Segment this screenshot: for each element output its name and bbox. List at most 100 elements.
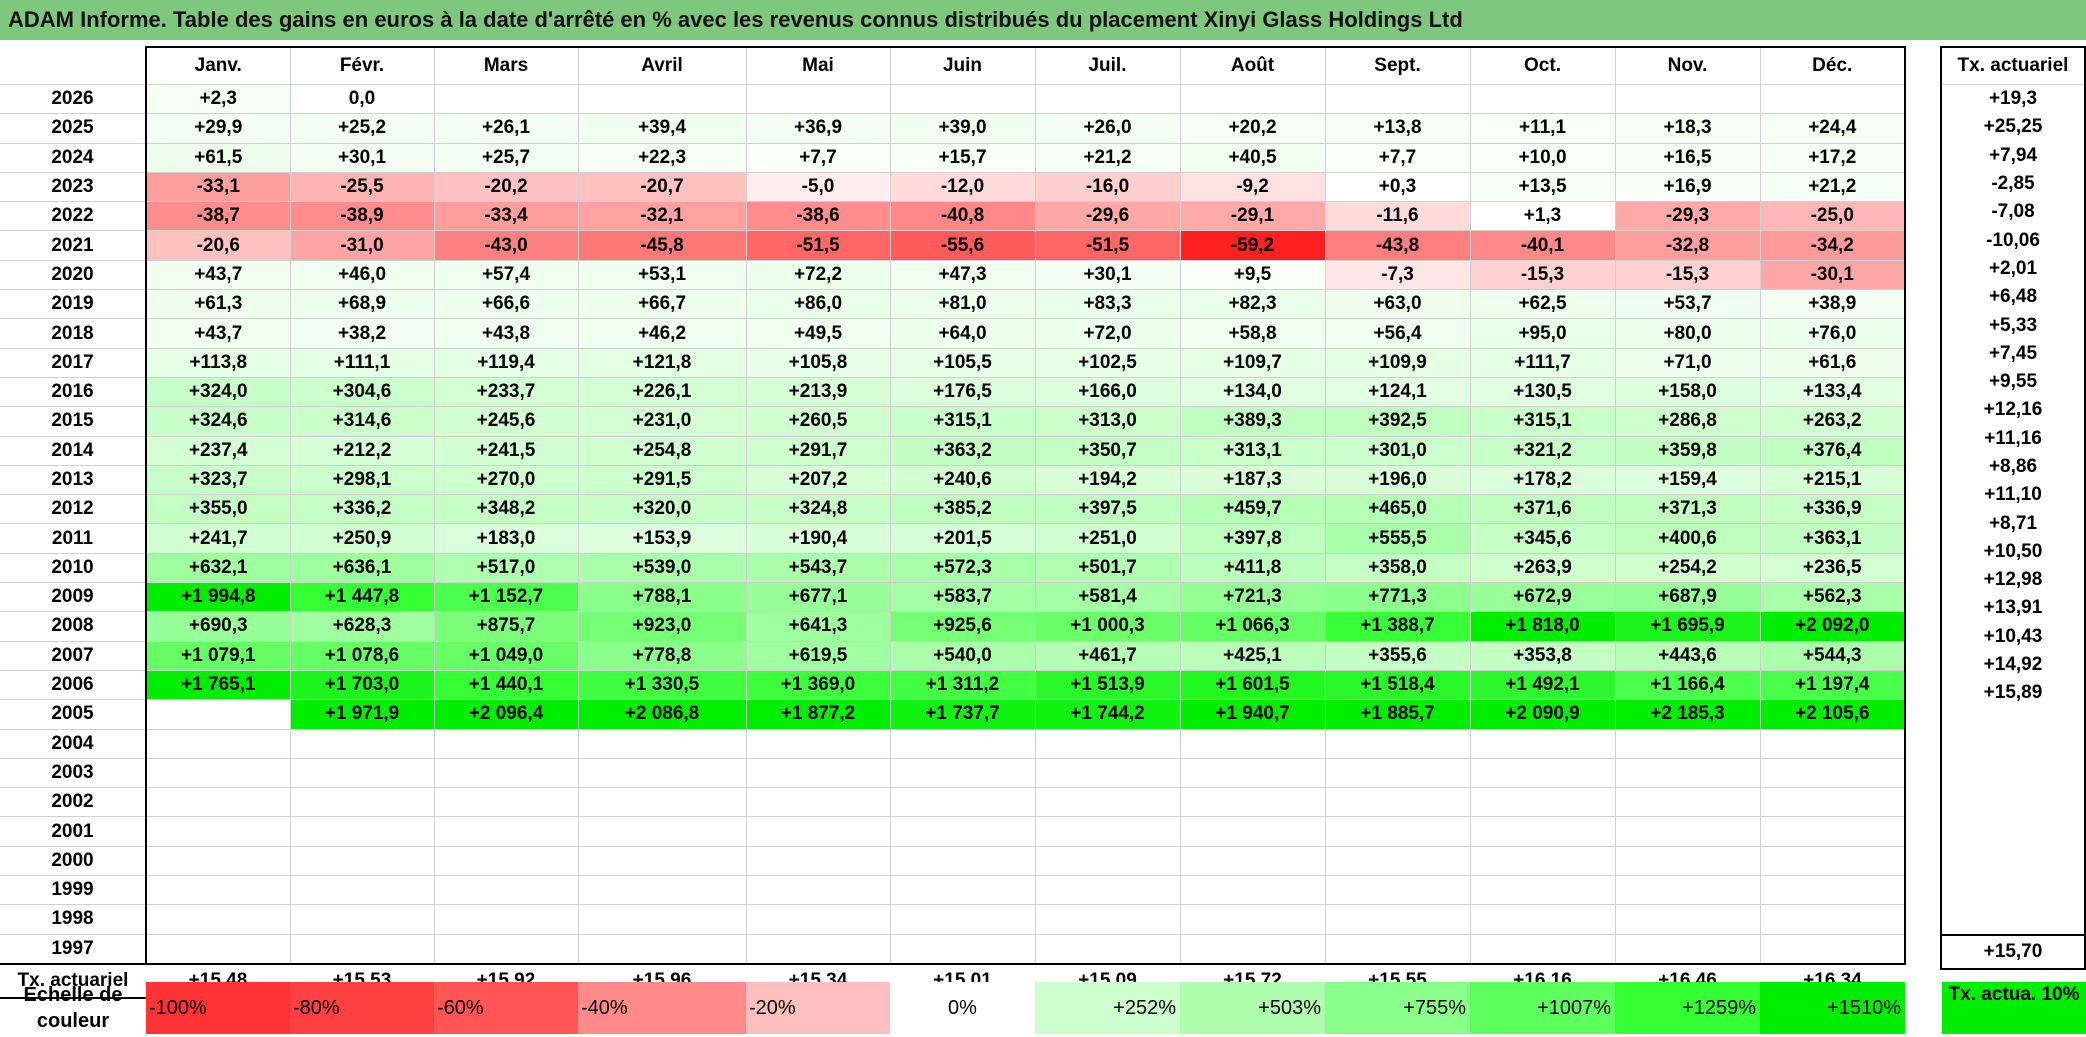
rate-cell: +6,48 [1940, 283, 2086, 312]
gain-cell [1759, 933, 1906, 965]
gain-cell: +64,0 [889, 318, 1036, 349]
rate-cell: +12,98 [1940, 566, 2086, 595]
gain-cell: +1 513,9 [1034, 669, 1181, 701]
gain-cell: +226,1 [577, 376, 747, 408]
table-row: 1997 [0, 933, 1906, 965]
gain-cell: +562,3 [1759, 582, 1906, 613]
gain-cell: +72,2 [745, 259, 891, 291]
rate-row: +7,45 [1940, 339, 2086, 368]
gain-cell [1614, 728, 1761, 759]
gain-cell: +539,0 [577, 552, 747, 584]
table-row: 2020 +43,7 +46,0 +57,4 +53,1 +72,2 +47,3 +30,1 +… [0, 259, 1906, 291]
gain-cell: +194,2 [1034, 464, 1181, 496]
rate-row: +9,55 [1940, 367, 2086, 397]
gain-cell: +16,5 [1614, 142, 1761, 173]
gain-cell: +68,9 [289, 289, 435, 320]
gain-cell: +254,2 [1614, 552, 1761, 584]
rate-cell: +15,89 [1940, 679, 2086, 708]
gain-cell: +16,9 [1614, 171, 1761, 203]
scale-swatch: +1007% [1470, 982, 1615, 1034]
gain-cell: +358,0 [1324, 552, 1471, 584]
gain-cell: +25,2 [289, 113, 435, 144]
gain-cell [1179, 757, 1326, 789]
gain-cell [1324, 816, 1471, 847]
rate-cell [1940, 707, 2086, 736]
table-row: 2008 +690,3 +628,3 +875,7 +923,0 +641,3 +925,6… [0, 611, 1906, 642]
rate-row [1940, 905, 2086, 936]
gain-cell: +130,5 [1469, 376, 1616, 408]
gain-cell [1469, 933, 1616, 965]
gain-cell: +336,9 [1759, 494, 1906, 525]
gain-cell: +1 440,1 [433, 669, 579, 701]
rate-row [1940, 735, 2086, 765]
rate-cell: +2,01 [1940, 254, 2086, 284]
gain-cell: +49,5 [745, 318, 891, 349]
gain-cell [145, 875, 291, 906]
rate-header: Tx. actuariel [1940, 46, 2086, 85]
scale-swatch: +755% [1325, 982, 1470, 1034]
gain-cell: +1 737,7 [889, 699, 1036, 730]
table-row: 2009 +1 994,8 +1 447,8 +1 152,7 +788,1 +677,1… [0, 582, 1906, 613]
rate-row [1940, 877, 2086, 906]
gain-cell [145, 757, 291, 789]
table-row: 1999 [0, 875, 1906, 906]
gain-cell: +183,0 [433, 523, 579, 554]
month-header: Août [1179, 46, 1326, 85]
year-label: 2016 [0, 376, 147, 408]
gain-cell: +721,3 [1179, 582, 1326, 613]
gain-cell [1034, 83, 1181, 115]
year-label: 1997 [0, 933, 147, 965]
table-row: 2024 +61,5 +30,1 +25,7 +22,3 +7,7 +15,7 +21,2 +4… [0, 142, 1906, 173]
year-label: 2004 [0, 728, 147, 759]
gain-cell: +286,8 [1614, 406, 1761, 437]
gain-cell: -40,1 [1469, 230, 1616, 261]
gain-cell [289, 728, 435, 759]
gain-cell [1034, 933, 1181, 965]
gain-cell: +102,5 [1034, 347, 1181, 378]
gain-cell: +176,5 [889, 376, 1036, 408]
gain-cell: +43,7 [145, 259, 291, 291]
gain-cell [1324, 728, 1471, 759]
gain-cell: +517,0 [433, 552, 579, 584]
gain-cell: -25,5 [289, 171, 435, 203]
year-label: 2015 [0, 406, 147, 437]
gain-cell: +76,0 [1759, 318, 1906, 349]
gain-cell: +215,1 [1759, 464, 1906, 496]
year-label: 2023 [0, 171, 147, 203]
gain-cell: +443,6 [1614, 640, 1761, 671]
rate-cell: +14,92 [1940, 650, 2086, 680]
gain-cell: -20,2 [433, 171, 579, 203]
gain-cell: +359,8 [1614, 435, 1761, 466]
gain-cell: +7,7 [745, 142, 891, 173]
scale-swatch: +1259% [1615, 982, 1760, 1034]
table-row: 2013 +323,7 +298,1 +270,0 +291,5 +207,2 +240,6… [0, 464, 1906, 496]
gain-cell: -15,3 [1614, 259, 1761, 291]
gain-cell [1179, 787, 1326, 818]
gain-cell [433, 845, 579, 877]
rate-cell: +25,25 [1940, 113, 2086, 142]
gain-cell [433, 83, 579, 115]
table-row: 2006 +1 765,1 +1 703,0 +1 440,1 +1 330,5 +1 3… [0, 669, 1906, 701]
rate-cell: -7,08 [1940, 198, 2086, 227]
gain-cell [145, 816, 291, 847]
gain-cell: +1 369,0 [745, 669, 891, 701]
gain-cell [289, 757, 435, 789]
gain-cell: -20,6 [145, 230, 291, 261]
gain-cell: +250,9 [289, 523, 435, 554]
month-header: Juil. [1034, 46, 1181, 85]
gain-cell: +105,8 [745, 347, 891, 378]
year-label: 2012 [0, 494, 147, 525]
gain-cell: +133,4 [1759, 376, 1906, 408]
gain-cell: +304,6 [289, 376, 435, 408]
gain-cell [1614, 757, 1761, 789]
gain-cell: -51,5 [745, 230, 891, 261]
year-label: 2001 [0, 816, 147, 847]
rate-header-row: Tx. actuariel [1940, 46, 2086, 85]
gain-cell [745, 787, 891, 818]
table-row: 2022 -38,7 -38,9 -33,4 -32,1 -38,6 -40,8 -29,6-… [0, 201, 1906, 232]
month-header: Mai [745, 46, 891, 85]
gain-cell [577, 875, 747, 906]
gain-cell: +348,2 [433, 494, 579, 525]
year-label: 2000 [0, 845, 147, 877]
gain-cell: +324,0 [145, 376, 291, 408]
